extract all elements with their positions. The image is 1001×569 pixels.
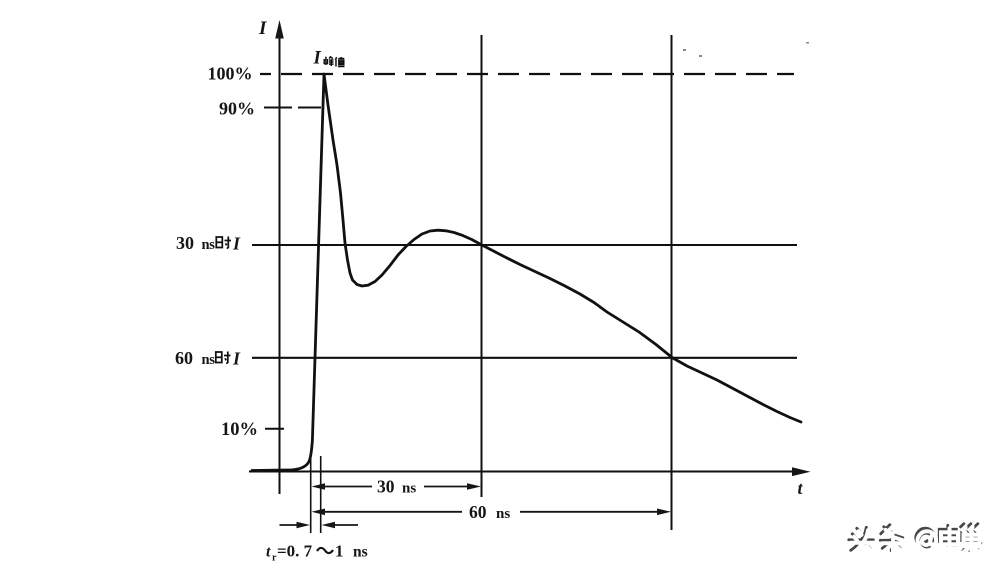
svg-text:I: I bbox=[258, 18, 267, 39]
svg-text:r: r bbox=[272, 553, 277, 564]
svg-text:100%: 100% bbox=[208, 64, 253, 84]
svg-text:90%: 90% bbox=[219, 99, 255, 119]
svg-text:I: I bbox=[232, 234, 241, 254]
svg-text:30: 30 bbox=[176, 233, 194, 253]
svg-text:t: t bbox=[798, 478, 804, 498]
svg-text:30: 30 bbox=[377, 477, 395, 497]
svg-text:I: I bbox=[232, 349, 241, 369]
svg-text:ns: ns bbox=[202, 237, 216, 253]
svg-text:ns: ns bbox=[353, 544, 368, 561]
svg-text:ns: ns bbox=[402, 481, 416, 497]
svg-text:=0. 7: =0. 7 bbox=[277, 542, 313, 561]
svg-text:ns: ns bbox=[496, 506, 510, 522]
svg-text:60: 60 bbox=[175, 348, 193, 368]
svg-text:t: t bbox=[266, 544, 271, 561]
svg-text:60: 60 bbox=[469, 502, 487, 522]
svg-text:10%: 10% bbox=[221, 420, 258, 440]
svg-text:I: I bbox=[313, 49, 322, 69]
svg-text:ns: ns bbox=[202, 352, 216, 368]
svg-text:1: 1 bbox=[335, 542, 344, 561]
